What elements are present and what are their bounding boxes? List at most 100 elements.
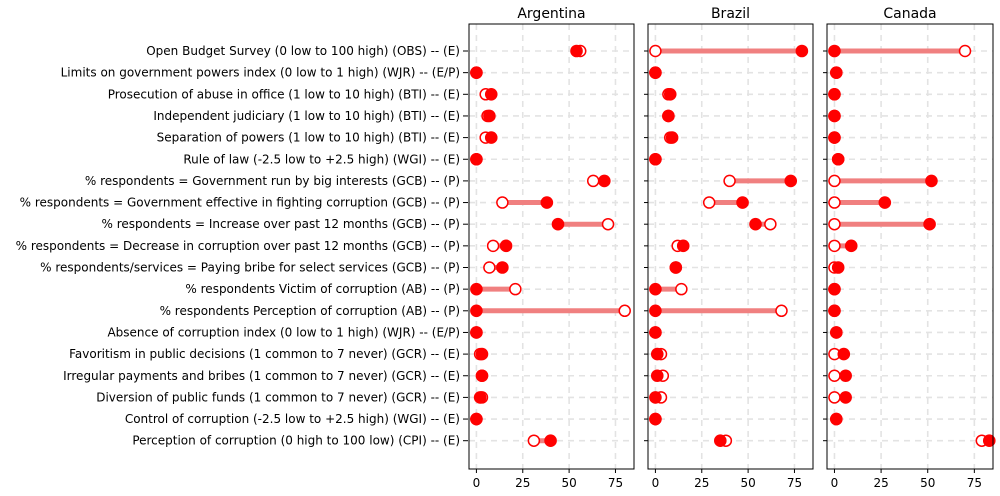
x-tick-label: 0: [473, 476, 481, 490]
x-tick-label: 50: [920, 476, 935, 490]
filled-marker: [830, 66, 843, 79]
filled-marker: [540, 196, 554, 209]
filled-marker: [649, 326, 662, 339]
category-label: Prosecution of abuse in office (1 low to…: [108, 87, 460, 101]
filled-marker: [828, 282, 841, 296]
category-label: % respondents = Decrease in corruption o…: [16, 239, 460, 253]
hollow-marker: [702, 196, 716, 209]
filled-marker: [831, 261, 845, 274]
category-label: % respondents = Government run by big in…: [85, 174, 460, 188]
category-label: % respondents = Government effective in …: [20, 196, 460, 210]
filled-marker: [649, 391, 662, 404]
hollow-marker: [601, 217, 615, 231]
filled-marker: [473, 391, 487, 404]
filled-marker: [828, 44, 841, 58]
filled-marker: [499, 239, 513, 253]
filled-marker: [551, 217, 565, 231]
filled-marker: [496, 261, 509, 274]
filled-marker: [839, 369, 852, 383]
x-tick-label: 25: [515, 476, 530, 490]
filled-marker: [650, 369, 664, 383]
category-label: Open Budget Survey (0 low to 100 high) (…: [146, 44, 460, 58]
filled-marker: [828, 131, 841, 144]
category-label: Limits on government powers index (0 low…: [61, 66, 460, 80]
hollow-marker: [764, 217, 777, 231]
filled-marker: [784, 174, 798, 188]
hollow-marker: [828, 369, 841, 382]
filled-marker: [831, 152, 845, 166]
filled-marker: [470, 282, 483, 296]
filled-marker: [649, 152, 662, 166]
filled-marker: [669, 261, 683, 274]
category-label: Rule of law (-2.5 low to +2.5 high) (WGI…: [183, 152, 460, 166]
hollow-marker: [527, 434, 541, 447]
filled-marker: [714, 434, 727, 448]
panel-frame: [826, 23, 994, 470]
filled-marker: [649, 412, 662, 426]
category-label: Independent judiciary (1 low to 10 high)…: [153, 109, 460, 123]
hollow-marker: [509, 282, 522, 296]
category-labels: Open Budget Survey (0 low to 100 high) (…: [16, 44, 468, 448]
hollow-marker: [828, 239, 841, 253]
hollow-marker: [775, 304, 788, 318]
filled-marker: [830, 326, 843, 339]
filled-marker: [649, 304, 662, 318]
filled-marker: [544, 434, 557, 448]
panel-title: Brazil: [711, 6, 750, 22]
category-label: Perception of corruption (0 high to 100 …: [132, 434, 460, 448]
category-label: Absence of corruption index (0 low to 1 …: [107, 325, 460, 339]
filled-marker: [676, 239, 690, 253]
x-tick-label: 75: [967, 476, 982, 490]
x-tick-label: 25: [873, 476, 888, 490]
filled-marker: [649, 282, 662, 296]
filled-marker: [749, 217, 762, 231]
category-label: % respondents/services = Paying bribe fo…: [40, 261, 460, 275]
filled-marker: [650, 347, 664, 361]
hollow-marker: [486, 239, 500, 253]
filled-marker: [736, 196, 749, 209]
hollow-marker: [483, 261, 496, 274]
x-tick-label: 25: [694, 476, 709, 490]
hollow-marker: [496, 196, 509, 209]
filled-marker: [839, 391, 852, 404]
filled-marker: [844, 239, 858, 253]
hollow-marker: [618, 304, 631, 318]
panel-frame: [647, 23, 814, 470]
filled-marker: [828, 109, 841, 123]
filled-marker: [795, 44, 809, 58]
hollow-marker: [649, 44, 662, 58]
x-tick-label: 0: [652, 476, 660, 490]
filled-marker: [470, 412, 483, 426]
x-tick-label: 0: [831, 476, 839, 490]
category-label: % respondents Victim of corruption (AB) …: [185, 282, 460, 296]
filled-marker: [475, 369, 489, 383]
filled-marker: [923, 217, 936, 231]
category-label: Favoritism in public decisions (1 common…: [69, 347, 460, 361]
hollow-marker: [828, 196, 841, 209]
filled-marker: [878, 196, 892, 209]
category-label: Diversion of public funds (1 common to 7…: [96, 390, 460, 404]
panel-canada: 0 25 50 75 Canada: [823, 6, 996, 490]
panel-title: Argentina: [517, 6, 585, 22]
x-tick-label: 75: [608, 476, 623, 490]
hollow-marker: [958, 44, 972, 58]
country-panels: 0 25 50 75 Argentina 0 25 50 75 Brazil 0 25 50 75 Cana…: [468, 6, 996, 490]
filled-marker: [470, 304, 483, 318]
x-tick-label: 75: [787, 476, 802, 490]
panel-argentina: 0 25 50 75 Argentina: [468, 6, 635, 490]
hollow-marker: [675, 282, 688, 296]
filled-marker: [470, 326, 483, 339]
filled-marker: [484, 131, 498, 144]
category-label: % respondents = Increase over past 12 mo…: [101, 217, 460, 231]
filled-marker: [662, 109, 675, 123]
category-label: Control of corruption (-2.5 low to +2.5 …: [125, 412, 460, 426]
filled-marker: [598, 174, 611, 188]
filled-marker: [828, 88, 841, 101]
filled-marker: [475, 347, 489, 361]
panel-frame: [468, 23, 635, 470]
category-label: Irregular payments and bribes (1 common …: [63, 369, 460, 383]
filled-marker: [663, 88, 677, 101]
hollow-marker: [828, 391, 841, 404]
hollow-marker: [828, 217, 841, 231]
